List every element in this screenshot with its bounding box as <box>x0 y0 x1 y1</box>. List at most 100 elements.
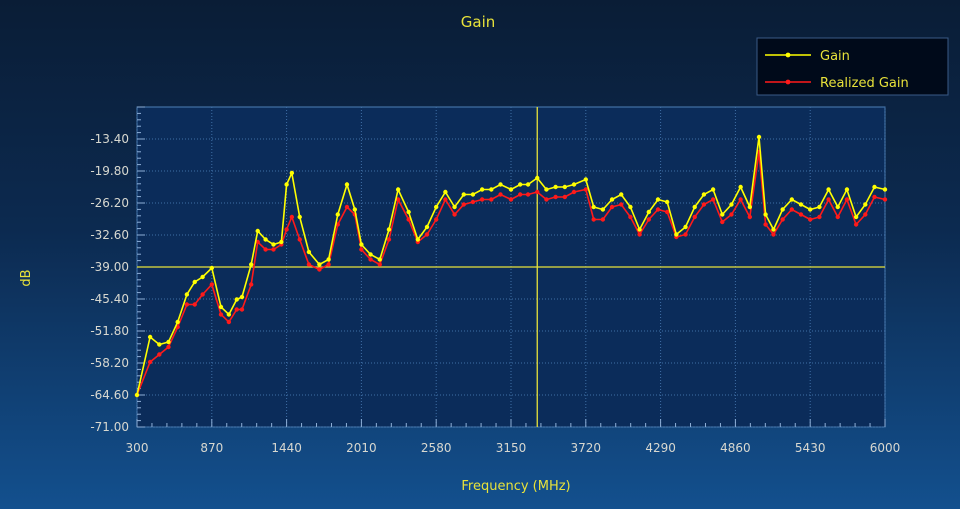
legend-marker-realized-gain <box>785 79 791 85</box>
data-point-realized-gain <box>655 207 661 212</box>
data-point-gain <box>255 228 260 234</box>
data-point-realized-gain <box>637 232 642 237</box>
data-point-gain <box>517 182 523 187</box>
y-tick-label: -51.80 <box>90 324 129 338</box>
data-point-gain <box>525 182 531 187</box>
data-point-gain <box>720 212 725 217</box>
y-tick-label: -64.60 <box>90 388 129 402</box>
data-point-gain <box>729 202 734 207</box>
data-point-gain <box>882 187 888 192</box>
data-point-realized-gain <box>234 307 239 312</box>
data-point-realized-gain <box>192 302 197 307</box>
data-point-gain <box>853 214 859 220</box>
data-point-gain <box>289 170 295 176</box>
data-point-gain <box>844 187 850 192</box>
data-point-realized-gain <box>406 217 411 222</box>
data-point-realized-gain <box>377 262 382 267</box>
data-point-realized-gain <box>461 202 466 207</box>
data-point-gain <box>479 187 485 192</box>
data-point-gain <box>646 209 651 215</box>
data-point-gain <box>817 204 822 210</box>
data-point-realized-gain <box>863 212 868 217</box>
data-point-gain <box>619 192 624 197</box>
data-point-realized-gain <box>239 307 245 312</box>
data-point-gain <box>763 212 768 217</box>
data-point-realized-gain <box>470 199 476 205</box>
data-point-realized-gain <box>789 207 795 212</box>
marker-lines <box>137 107 885 427</box>
data-point-realized-gain <box>255 239 260 245</box>
data-point-realized-gain <box>443 197 448 202</box>
data-point-realized-gain <box>489 197 494 202</box>
legend-box <box>756 37 949 96</box>
data-point-gain <box>692 204 697 210</box>
data-point-realized-gain <box>498 192 503 197</box>
data-point-realized-gain <box>395 197 401 202</box>
data-point-realized-gain <box>248 282 254 287</box>
data-point-realized-gain <box>562 194 568 200</box>
data-point-gain <box>535 175 540 181</box>
data-point-gain <box>826 187 831 192</box>
data-point-gain <box>434 204 439 210</box>
data-point-gain <box>359 242 364 247</box>
x-tick-label: 6000 <box>870 441 901 455</box>
y-tick-label: -45.40 <box>90 292 129 306</box>
data-point-realized-gain <box>326 262 331 267</box>
data-point-gain <box>344 182 350 187</box>
data-point-gain <box>583 177 588 182</box>
data-point-gain <box>591 204 596 210</box>
x-tick-label: 870 <box>200 441 223 455</box>
y-tick-label: -58.20 <box>90 356 129 370</box>
data-point-gain <box>756 134 762 140</box>
data-point-realized-gain <box>479 197 485 202</box>
y-axis-ticks: -71.00 -64.60 -58.20 -51.80 -45.40 -39.00 -32.… <box>90 132 129 434</box>
data-point-gain <box>368 252 373 257</box>
data-point-gain <box>271 242 276 247</box>
data-point-gain <box>489 187 494 192</box>
x-axis-label: Frequency (MHz) <box>461 479 570 494</box>
data-point-gain <box>226 312 232 317</box>
data-point-realized-gain <box>826 197 831 202</box>
data-point-gain <box>200 274 205 280</box>
data-point-realized-gain <box>297 237 302 242</box>
data-point-gain <box>470 192 476 197</box>
data-point-gain <box>747 204 753 210</box>
data-point-realized-gain <box>424 232 430 237</box>
data-point-gain <box>406 209 411 215</box>
data-point-gain <box>571 182 577 187</box>
data-point-gain <box>218 304 224 310</box>
data-point-gain <box>239 294 245 300</box>
data-point-gain <box>184 292 190 297</box>
data-point-realized-gain <box>452 212 457 217</box>
data-point-realized-gain <box>271 247 276 252</box>
data-point-gain <box>166 339 171 345</box>
data-point-gain <box>377 257 382 262</box>
data-point-gain <box>395 187 401 192</box>
chart-title: Gain <box>461 13 496 31</box>
data-point-gain <box>452 204 457 210</box>
y-tick-label: -32.60 <box>90 228 129 242</box>
data-point-realized-gain <box>692 214 697 220</box>
data-point-gain <box>674 232 679 237</box>
data-point-gain <box>738 184 743 190</box>
y-tick-label: -13.40 <box>90 132 129 146</box>
data-point-realized-gain <box>882 197 888 202</box>
x-tick-label: 4860 <box>720 441 751 455</box>
data-point-realized-gain <box>720 219 725 225</box>
legend-label-gain: Gain <box>820 49 850 64</box>
data-point-gain <box>284 182 289 187</box>
data-point-realized-gain <box>619 202 624 207</box>
data-point-realized-gain <box>200 292 205 297</box>
legend: Gain Realized Gain <box>756 37 949 96</box>
data-point-realized-gain <box>525 192 531 197</box>
data-point-realized-gain <box>553 194 558 200</box>
data-point-gain <box>317 262 322 267</box>
data-point-realized-gain <box>844 197 850 202</box>
data-point-realized-gain <box>729 212 734 217</box>
data-point-realized-gain <box>544 197 549 202</box>
data-point-gain <box>600 207 606 212</box>
data-point-realized-gain <box>683 232 688 237</box>
data-point-realized-gain <box>344 204 350 210</box>
data-point-gain <box>701 192 707 197</box>
data-point-gain <box>553 184 558 190</box>
